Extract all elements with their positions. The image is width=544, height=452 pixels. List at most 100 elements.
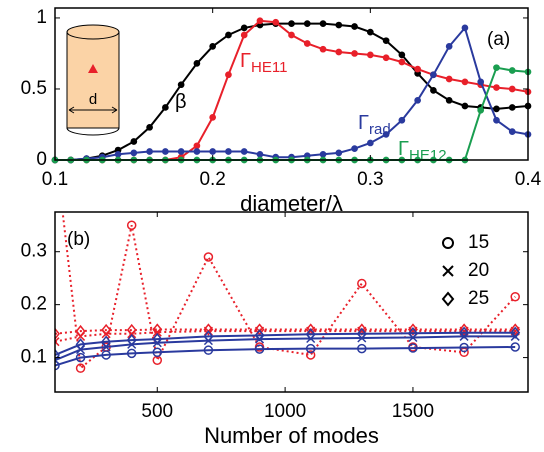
data-point <box>177 148 185 155</box>
plot-area <box>55 212 521 373</box>
data-point <box>445 96 453 104</box>
x-tick-label: 0.1 <box>42 169 68 190</box>
data-point <box>55 337 60 347</box>
data-point <box>75 324 86 338</box>
data-point <box>366 139 374 147</box>
data-point <box>319 45 327 53</box>
data-point <box>288 31 295 39</box>
inset-cylinder: d <box>66 24 120 136</box>
data-point <box>510 291 520 302</box>
data-point <box>55 360 60 371</box>
data-point <box>303 20 311 27</box>
data-point <box>193 148 201 155</box>
data-point <box>459 326 470 339</box>
data-point <box>382 131 390 138</box>
data-point <box>407 327 418 340</box>
data-point <box>510 342 520 352</box>
data-point <box>351 145 358 152</box>
data-point <box>414 65 421 73</box>
legend-marker <box>442 265 454 277</box>
axes-frame <box>54 7 529 161</box>
data-point <box>146 148 153 155</box>
data-point <box>130 138 138 145</box>
data-point <box>461 24 469 32</box>
data-point <box>256 17 264 25</box>
series-line <box>55 346 516 367</box>
data-point <box>319 150 327 158</box>
data-point <box>55 348 60 362</box>
panel-label: (a) <box>487 29 510 50</box>
data-point <box>305 328 316 341</box>
data-point <box>254 329 265 342</box>
data-point <box>130 149 138 157</box>
data-point <box>477 106 485 114</box>
data-point <box>335 149 343 157</box>
data-point <box>398 51 406 59</box>
data-point <box>288 20 295 27</box>
source-marker <box>88 64 98 73</box>
x-tick-label: 0.2 <box>199 169 225 190</box>
data-point <box>382 37 390 45</box>
data-point <box>254 344 265 354</box>
data-point <box>193 142 201 150</box>
data-point <box>414 96 421 104</box>
series-name: Γ <box>240 50 251 72</box>
data-point <box>398 116 406 124</box>
series-subscript: rad <box>369 121 391 138</box>
series-label: β <box>175 91 187 113</box>
cylinder-bottom <box>66 127 120 136</box>
data-point <box>510 323 521 336</box>
data-point <box>493 64 500 72</box>
series-label: ΓHE11 <box>240 50 287 76</box>
series-line <box>55 25 529 161</box>
data-point <box>356 327 367 340</box>
data-point <box>256 150 264 158</box>
data-point <box>101 323 112 337</box>
x-axis-label: Number of modes <box>204 423 379 448</box>
legend-marker <box>442 237 454 249</box>
data-point <box>461 78 469 86</box>
y-tick-label: 0 <box>36 149 47 170</box>
data-point <box>459 342 469 353</box>
data-point <box>430 71 437 79</box>
y-tick-label: 1 <box>36 7 47 28</box>
data-point <box>382 54 390 62</box>
data-point <box>177 81 185 89</box>
x-tick-label: 1000 <box>264 401 306 422</box>
data-point <box>445 43 453 50</box>
data-point <box>240 24 248 32</box>
data-point <box>240 31 248 39</box>
data-point <box>203 323 214 336</box>
series-name: β <box>175 91 187 113</box>
series-line <box>55 328 516 335</box>
data-point <box>303 40 311 47</box>
data-point <box>335 48 343 56</box>
data-point <box>126 333 137 347</box>
data-point <box>75 338 86 351</box>
x-tick-label: 1500 <box>392 401 434 422</box>
panel-label: (b) <box>67 229 90 250</box>
series-line <box>55 19 529 161</box>
axes-frame <box>54 211 529 393</box>
series-line <box>55 22 529 161</box>
data-point <box>209 114 217 121</box>
data-point <box>75 352 86 363</box>
data-point <box>407 323 418 336</box>
series-subscript: HE12 <box>409 147 447 164</box>
data-point <box>508 85 516 93</box>
data-point <box>366 51 374 59</box>
y-tick-label: 0.3 <box>21 241 47 262</box>
data-point <box>146 123 153 131</box>
data-point <box>408 343 418 353</box>
cylinder-body <box>66 31 120 129</box>
data-point <box>493 105 500 113</box>
data-point <box>209 148 217 155</box>
data-point <box>357 343 367 354</box>
data-point <box>305 343 316 354</box>
data-point <box>126 348 137 359</box>
data-point <box>445 75 453 83</box>
y-tick-label: 0.2 <box>21 294 47 315</box>
data-point <box>493 84 500 91</box>
data-point <box>461 102 469 110</box>
